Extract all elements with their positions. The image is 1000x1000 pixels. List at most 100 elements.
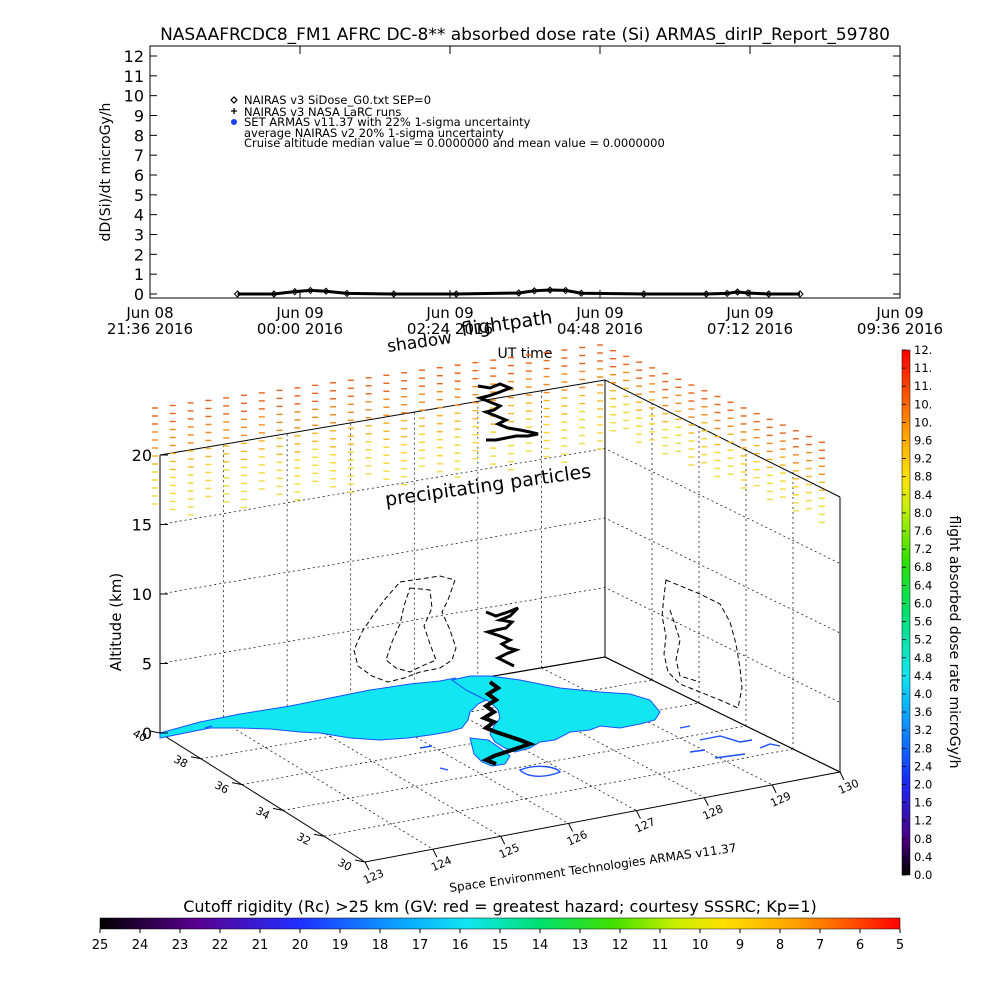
shadow-right-wall — [661, 579, 743, 709]
data-point — [270, 290, 278, 298]
credit-annotation: Space Environment Technologies ARMAS v11… — [448, 841, 737, 895]
dose-tick-label: 8.8 — [914, 470, 932, 484]
rc-tick-label: 12 — [612, 938, 629, 953]
rc-colorbar: Cutoff rigidity (Rc) >25 km (GV: red = g… — [92, 897, 904, 953]
legend-marker-plus — [231, 108, 237, 114]
y-tick-label: 0 — [134, 285, 144, 304]
data-point — [733, 288, 742, 296]
x-tick-label-time: 02:24 2016 — [407, 320, 493, 338]
y-tick-label: 3 — [134, 226, 144, 245]
data-point — [515, 289, 523, 297]
lon-tick — [703, 797, 709, 806]
y-tick-label: 8 — [134, 126, 144, 145]
dose-tick-label: 7.6 — [914, 524, 932, 538]
x-tick-label-date: Jun 09 — [425, 304, 473, 322]
dose-tick-label: 3.2 — [914, 723, 932, 737]
rc-tick-label: 16 — [452, 938, 469, 953]
dose-tick-label: 12. — [914, 343, 932, 357]
data-point — [702, 290, 710, 298]
dose-tick-label: 2.8 — [914, 741, 932, 755]
rc-tick-label: 21 — [252, 938, 269, 953]
shadow-left-wall-inner — [385, 587, 437, 673]
y-tick-label: 9 — [134, 107, 144, 126]
coastline-islands — [204, 725, 781, 777]
data-point — [577, 289, 585, 297]
dose-tick-label: 4.4 — [914, 669, 932, 683]
lon-tick — [568, 823, 574, 832]
y-tick-label: 6 — [134, 166, 144, 185]
data-point — [452, 290, 460, 298]
precipitating-particles-annotation: precipitating particles — [384, 460, 593, 511]
lat-tick — [313, 833, 325, 837]
data-point — [530, 287, 539, 295]
rc-tick-label: 15 — [492, 938, 509, 953]
lon-tick-label: 127 — [633, 815, 657, 835]
x-tick-label-date: Jun 09 — [275, 304, 323, 322]
lat-tick — [149, 730, 161, 734]
data-point — [765, 290, 773, 298]
dose-colorbar-label: flight absorbed dose rate microGy/h — [946, 516, 962, 769]
dose-tick-label: 9.6 — [914, 434, 932, 448]
x-tick-label-time: 07:12 2016 — [707, 320, 793, 338]
rc-tick-label: 20 — [292, 938, 309, 953]
data-point — [546, 286, 554, 294]
dose-tick-label: 11. — [914, 379, 932, 393]
lat-tick-label: 36 — [212, 778, 230, 796]
rc-tick-label: 8 — [776, 938, 784, 953]
data-point — [322, 287, 330, 295]
floor-grid-line — [282, 725, 747, 811]
latitude-ticks: 30 32 34 36 38 40 — [130, 727, 366, 874]
flightpath-annotation: flightpath — [460, 306, 554, 341]
y-tick-label: 1 — [134, 265, 144, 284]
lat-tick — [272, 807, 284, 811]
legend-marker-diamond — [230, 96, 238, 104]
lat-tick-label: 40 — [130, 727, 148, 745]
figure-title: NASAAFRCDC8_FM1 AFRC DC-8** absorbed dos… — [160, 25, 890, 45]
dose-colorbar: 0.0 0.4 0.8 1.2 1.6 2.0 2.4 2.8 3.2 3.6 4.0 4.4 4.8 5… — [901, 343, 962, 882]
top-plot-frame — [149, 45, 901, 299]
dose-tick-label: 6.4 — [914, 578, 932, 592]
lon-tick-label: 129 — [768, 789, 792, 809]
rc-tick-label: 9 — [736, 938, 744, 953]
dose-tick-label: 8.4 — [914, 488, 932, 502]
data-point — [291, 287, 299, 296]
dose-colorbar-ticks: 0.0 0.4 0.8 1.2 1.6 2.0 2.4 2.8 3.2 3.6 4.0 4.4 4.8 5… — [902, 343, 932, 882]
x-tick-label-date: Jun 08 — [125, 304, 173, 322]
z-axis-ticks: 0 5 10 15 20 — [132, 446, 168, 743]
floor-grid-line — [223, 721, 434, 850]
dose-tick-label: 5.2 — [914, 633, 932, 647]
floor-grid-line — [414, 689, 637, 811]
scene-3d: 0 5 10 15 20 Altitude (km) 30 32 34 36 38 40 123 1… — [107, 306, 861, 895]
rc-tick-label: 13 — [572, 938, 589, 953]
shadow-left-wall — [353, 575, 457, 683]
data-point — [343, 289, 351, 298]
data-point — [233, 290, 242, 298]
dose-tick-label: 6.8 — [914, 560, 932, 574]
rc-tick-label: 6 — [856, 938, 864, 953]
dose-tick-label: 11. — [914, 361, 932, 375]
rc-tick-label: 7 — [816, 938, 824, 953]
dose-tick-label: 10. — [914, 397, 932, 411]
z-tick-label: 5 — [142, 655, 152, 674]
rc-tick-label: 10 — [692, 938, 709, 953]
legend-entry-text: Cruise altitude median value = 0.0000000… — [244, 136, 665, 150]
z-axis-label: Altitude (km) — [107, 573, 125, 671]
lon-tick-label: 130 — [836, 777, 860, 797]
dose-tick-label: 3.6 — [914, 705, 932, 719]
legend-marker-dot — [231, 119, 237, 125]
rc-tick-label: 18 — [372, 938, 389, 953]
x-axis-label: UT time — [498, 346, 553, 362]
dose-colorbar-bar — [901, 349, 911, 876]
lon-tick-label: 124 — [429, 854, 453, 874]
land-region-south — [469, 737, 511, 767]
shadow-right-wall-inner — [669, 609, 701, 683]
dose-tick-label: 2.0 — [914, 777, 932, 791]
dose-tick-label: 5.6 — [914, 615, 932, 629]
dose-tick-label: 0.4 — [914, 850, 932, 864]
lat-tick — [354, 859, 366, 863]
y-axis-label: dD(Si)/dt microGy/h — [98, 103, 114, 242]
x-tick-label-time: 09:36 2016 — [857, 320, 943, 338]
